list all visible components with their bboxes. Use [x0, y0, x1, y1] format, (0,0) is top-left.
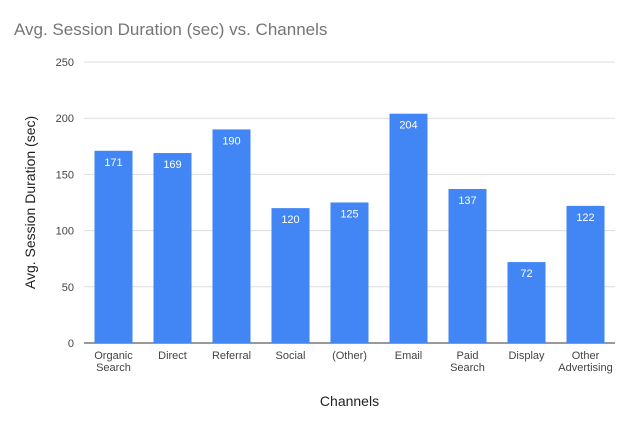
x-tick-label: Paid	[456, 350, 478, 362]
data-label: 171	[104, 157, 122, 169]
x-tick-label: Social	[276, 350, 306, 362]
data-label: 120	[281, 214, 299, 226]
x-tick-label: (Other)	[332, 350, 367, 362]
bar	[94, 150, 133, 343]
x-tick-label: Advertising	[558, 362, 612, 374]
bar	[507, 262, 546, 343]
data-label: 122	[576, 212, 594, 224]
data-label: 190	[222, 135, 240, 147]
data-label: 204	[399, 120, 417, 132]
y-tick-label: 0	[68, 338, 74, 350]
x-tick-label: Direct	[158, 350, 187, 362]
x-tick-label: Display	[508, 350, 545, 362]
bar	[153, 153, 192, 343]
x-tick-label: Search	[96, 362, 131, 374]
chart-title: Avg. Session Duration (sec) vs. Channels	[14, 20, 328, 39]
y-tick-label: 250	[56, 57, 74, 69]
data-label: 137	[458, 195, 476, 207]
x-tick-label: Other	[572, 350, 600, 362]
y-tick-label: 150	[56, 169, 74, 181]
bar	[448, 189, 487, 343]
y-tick-label: 100	[56, 226, 74, 238]
data-label: 169	[163, 159, 181, 171]
x-axis-title: Channels	[320, 393, 379, 409]
bar	[330, 202, 369, 343]
x-tick-label: Referral	[212, 350, 251, 362]
y-axis-title: Avg. Session Duration (sec)	[22, 116, 38, 289]
bar	[389, 113, 428, 343]
data-label: 125	[340, 209, 358, 221]
bar	[566, 205, 605, 343]
data-label: 72	[520, 268, 532, 280]
x-tick-label: Organic	[94, 350, 133, 362]
bar	[271, 208, 310, 343]
x-tick-label: Search	[450, 362, 485, 374]
y-tick-label: 200	[56, 113, 74, 125]
y-tick-label: 50	[62, 282, 74, 294]
bar	[212, 129, 251, 343]
x-tick-label: Email	[395, 350, 423, 362]
